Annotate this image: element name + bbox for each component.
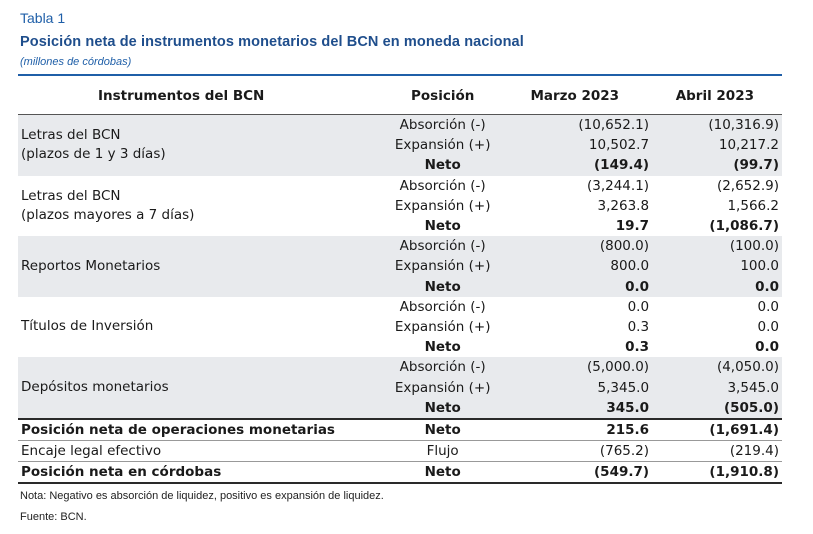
position-type: Neto <box>384 155 502 176</box>
summary-march: (765.2) <box>501 439 650 462</box>
summary-position: Neto <box>384 417 502 441</box>
position-type: Neto <box>424 218 461 235</box>
table-row: Expansión (+) 3,263.8 1,566.2 <box>18 196 782 216</box>
table-row: Letras del BCN (plazos de 1 y 3 días) Abs… <box>18 114 782 176</box>
position-type: Absorción (-) <box>384 114 502 136</box>
table-row: Neto 0.3 0.0 <box>18 337 782 357</box>
value-march: (10,652.1) <box>501 114 650 136</box>
col-header-april: Abril 2023 <box>649 78 782 115</box>
summary-row: Posición neta en córdobas Neto (549.7) (1,9… <box>18 461 782 485</box>
instrument-name: Letras del BCN (plazos mayores a 7 días) <box>21 187 195 223</box>
summary-row: Posición neta de operaciones monetarias N… <box>18 417 782 441</box>
table-note: Nota: Negativo es absorción de liquidez,… <box>20 490 384 502</box>
summary-position: Neto <box>384 461 502 485</box>
summary-march: 215.6 <box>501 417 650 441</box>
value-april: (99.7) <box>649 155 782 176</box>
value-march: 3,263.8 <box>597 197 650 214</box>
value-april: 10,217.2 <box>649 135 782 156</box>
instrument-name: Títulos de Inversión <box>21 318 154 335</box>
table-row: Neto 345.0 (505.0) <box>18 397 782 419</box>
value-march: 10,502.7 <box>501 135 650 156</box>
position-type: Neto <box>424 339 461 356</box>
table-title: Posición neta de instrumentos monetarios… <box>20 34 524 50</box>
position-type: Absorción (-) <box>399 298 486 315</box>
summary-april: (219.4) <box>649 439 782 462</box>
value-april: (1,086.7) <box>709 218 779 235</box>
position-type: Expansión (+) <box>394 318 491 335</box>
value-april: 3,545.0 <box>649 377 782 398</box>
title-rule <box>18 74 782 76</box>
table-row: Neto 19.7 (1,086.7) <box>18 216 782 236</box>
table-row: Títulos de Inversión Absorción (-) 0.0 0.0 <box>18 297 782 335</box>
value-march: 0.3 <box>625 339 650 356</box>
value-april: 0.0 <box>755 339 779 356</box>
position-type: Neto <box>384 276 502 297</box>
value-march: 19.7 <box>615 218 650 235</box>
value-march: (149.4) <box>501 155 650 176</box>
value-april: 0.0 <box>649 276 782 297</box>
value-april: (100.0) <box>649 236 782 257</box>
table-source: Fuente: BCN. <box>20 511 87 523</box>
summary-row: Encaje legal efectivo Flujo (765.2) (219.4) <box>18 439 782 462</box>
table-body: Letras del BCN (plazos de 1 y 3 días) Abs… <box>18 114 782 485</box>
summary-april: (1,910.8) <box>649 461 782 485</box>
value-april: (505.0) <box>649 397 782 419</box>
position-type: Absorción (-) <box>384 357 502 378</box>
monetary-position-table: Instrumentos del BCN Posición Marzo 2023… <box>18 78 782 485</box>
value-april: 1,566.2 <box>727 197 779 214</box>
table-units: (millones de córdobas) <box>20 56 132 68</box>
value-march: (5,000.0) <box>501 357 650 378</box>
table-row: Expansión (+) 0.3 0.0 <box>18 317 782 337</box>
summary-march: (549.7) <box>501 461 650 485</box>
table-row: Neto 0.0 0.0 <box>18 276 782 297</box>
table-row: Reportos Monetarios Absorción (-) (800.0)(… <box>18 236 782 297</box>
value-march: 0.0 <box>501 276 650 297</box>
table-row: Expansión (+) 800.0 100.0 <box>18 256 782 277</box>
value-march: 800.0 <box>501 256 650 277</box>
table-row: Neto (149.4) (99.7) <box>18 155 782 176</box>
value-march: (800.0) <box>501 236 650 257</box>
table-label: Tabla 1 <box>20 10 66 26</box>
table-row: Expansión (+) 10,502.7 10,217.2 <box>18 135 782 156</box>
position-type: Expansión (+) <box>384 256 502 277</box>
value-april: (4,050.0) <box>649 357 782 378</box>
position-type: Expansión (+) <box>394 197 491 214</box>
summary-april: (1,691.4) <box>649 417 782 441</box>
col-header-instrument: Instrumentos del BCN <box>18 78 385 115</box>
table-row: Letras del BCN (plazos mayores a 7 días)… <box>18 176 782 223</box>
table-row: Depósitos monetarios Absorción (-) (5,000.… <box>18 357 782 419</box>
position-type: Absorción (-) <box>384 236 502 257</box>
value-april: 0.0 <box>757 318 779 335</box>
summary-label: Encaje legal efectivo <box>18 439 385 462</box>
value-april: 100.0 <box>649 256 782 277</box>
value-april: (10,316.9) <box>649 114 782 136</box>
column-header-row: Instrumentos del BCN Posición Marzo 2023… <box>18 78 782 115</box>
position-type: Absorción (-) <box>399 177 486 194</box>
col-header-march: Marzo 2023 <box>501 78 650 115</box>
summary-position: Flujo <box>384 439 502 462</box>
instrument-name: Letras del BCN (plazos de 1 y 3 días) <box>18 114 385 176</box>
value-march: 0.3 <box>627 318 650 335</box>
summary-label: Posición neta de operaciones monetarias <box>18 417 385 441</box>
table-row: Expansión (+) 5,345.0 3,545.0 <box>18 377 782 398</box>
position-type: Neto <box>384 397 502 419</box>
value-april: 0.0 <box>757 298 779 315</box>
value-march: (3,244.1) <box>586 177 650 194</box>
value-march: 5,345.0 <box>501 377 650 398</box>
position-type: Expansión (+) <box>384 377 502 398</box>
value-april: (2,652.9) <box>716 177 779 194</box>
position-type: Expansión (+) <box>384 135 502 156</box>
instrument-name: Reportos Monetarios <box>18 236 385 297</box>
col-header-position: Posición <box>384 78 502 115</box>
instrument-name: Depósitos monetarios <box>18 357 385 419</box>
value-march: 0.0 <box>627 298 650 315</box>
value-march: 345.0 <box>501 397 650 419</box>
summary-label: Posición neta en córdobas <box>18 461 385 485</box>
